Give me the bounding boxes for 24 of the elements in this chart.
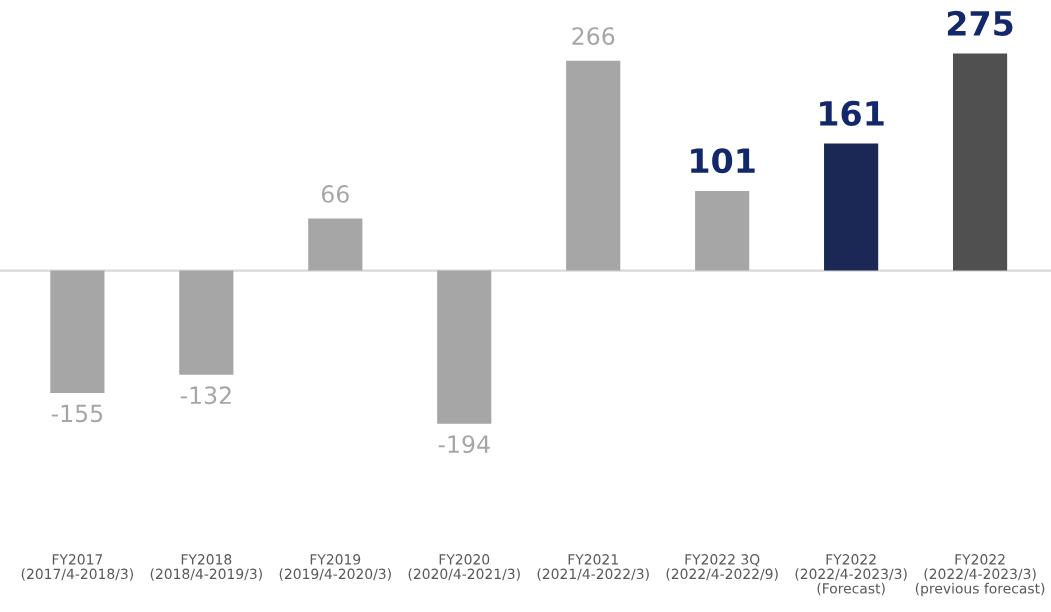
bar xyxy=(566,60,621,271)
bar xyxy=(824,143,879,271)
data-label: 101 xyxy=(691,148,755,174)
x-tick-label: FY2021 (2021/4-2022/3) xyxy=(537,554,649,581)
x-tick-label: FY2020 (2020/4-2021/3) xyxy=(408,554,520,581)
bar xyxy=(179,270,234,375)
data-label: 266 xyxy=(572,27,615,46)
x-tick-label: FY2022 (2022/4-2023/3) (Forecast) xyxy=(795,554,907,596)
data-label: -194 xyxy=(438,435,490,454)
x-tick-label: FY2018 (2018/4-2019/3) xyxy=(150,554,262,581)
data-label: 161 xyxy=(820,100,884,126)
x-tick-label: FY2019 (2019/4-2020/3) xyxy=(279,554,391,581)
bar xyxy=(50,270,105,393)
x-tick-label: FY2017 (2017/4-2018/3) xyxy=(21,554,133,581)
x-tick-label: FY2022 3Q (2022/4-2022/9) xyxy=(666,554,778,581)
bar xyxy=(308,218,363,271)
data-label: 275 xyxy=(947,10,1013,37)
data-label: -132 xyxy=(180,386,231,405)
data-label: -155 xyxy=(51,404,103,423)
data-label: 66 xyxy=(321,184,349,203)
bar xyxy=(437,270,492,424)
bar xyxy=(952,53,1008,271)
bar xyxy=(695,190,750,271)
x-tick-label: FY2022 (2022/4-2023/3) (previous forecast) xyxy=(915,554,1045,597)
